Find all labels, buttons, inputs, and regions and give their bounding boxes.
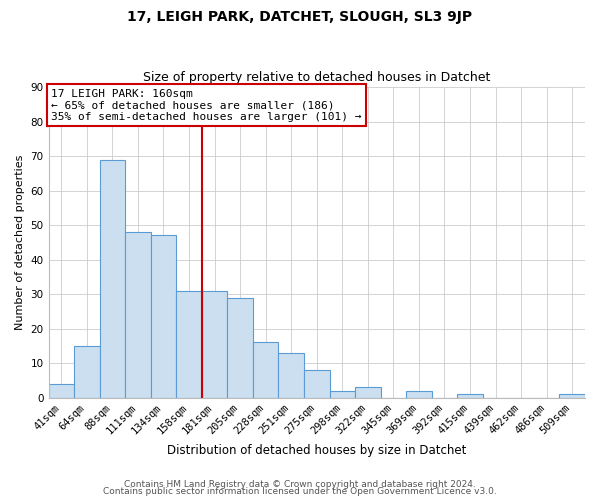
Bar	[202, 290, 227, 398]
Text: Contains HM Land Registry data © Crown copyright and database right 2024.: Contains HM Land Registry data © Crown c…	[124, 480, 476, 489]
Bar	[49, 384, 74, 398]
Bar	[304, 370, 329, 398]
X-axis label: Distribution of detached houses by size in Datchet: Distribution of detached houses by size …	[167, 444, 466, 458]
Bar	[176, 290, 202, 398]
Bar	[457, 394, 483, 398]
Y-axis label: Number of detached properties: Number of detached properties	[15, 154, 25, 330]
Bar	[227, 298, 253, 398]
Title: Size of property relative to detached houses in Datchet: Size of property relative to detached ho…	[143, 72, 490, 85]
Bar	[151, 236, 176, 398]
Text: 17 LEIGH PARK: 160sqm
← 65% of detached houses are smaller (186)
35% of semi-det: 17 LEIGH PARK: 160sqm ← 65% of detached …	[51, 89, 362, 122]
Bar	[559, 394, 585, 398]
Bar	[355, 388, 380, 398]
Bar	[329, 391, 355, 398]
Bar	[74, 346, 100, 398]
Bar	[253, 342, 278, 398]
Text: Contains public sector information licensed under the Open Government Licence v3: Contains public sector information licen…	[103, 488, 497, 496]
Bar	[278, 353, 304, 398]
Bar	[125, 232, 151, 398]
Text: 17, LEIGH PARK, DATCHET, SLOUGH, SL3 9JP: 17, LEIGH PARK, DATCHET, SLOUGH, SL3 9JP	[127, 10, 473, 24]
Bar	[406, 391, 432, 398]
Bar	[100, 160, 125, 398]
